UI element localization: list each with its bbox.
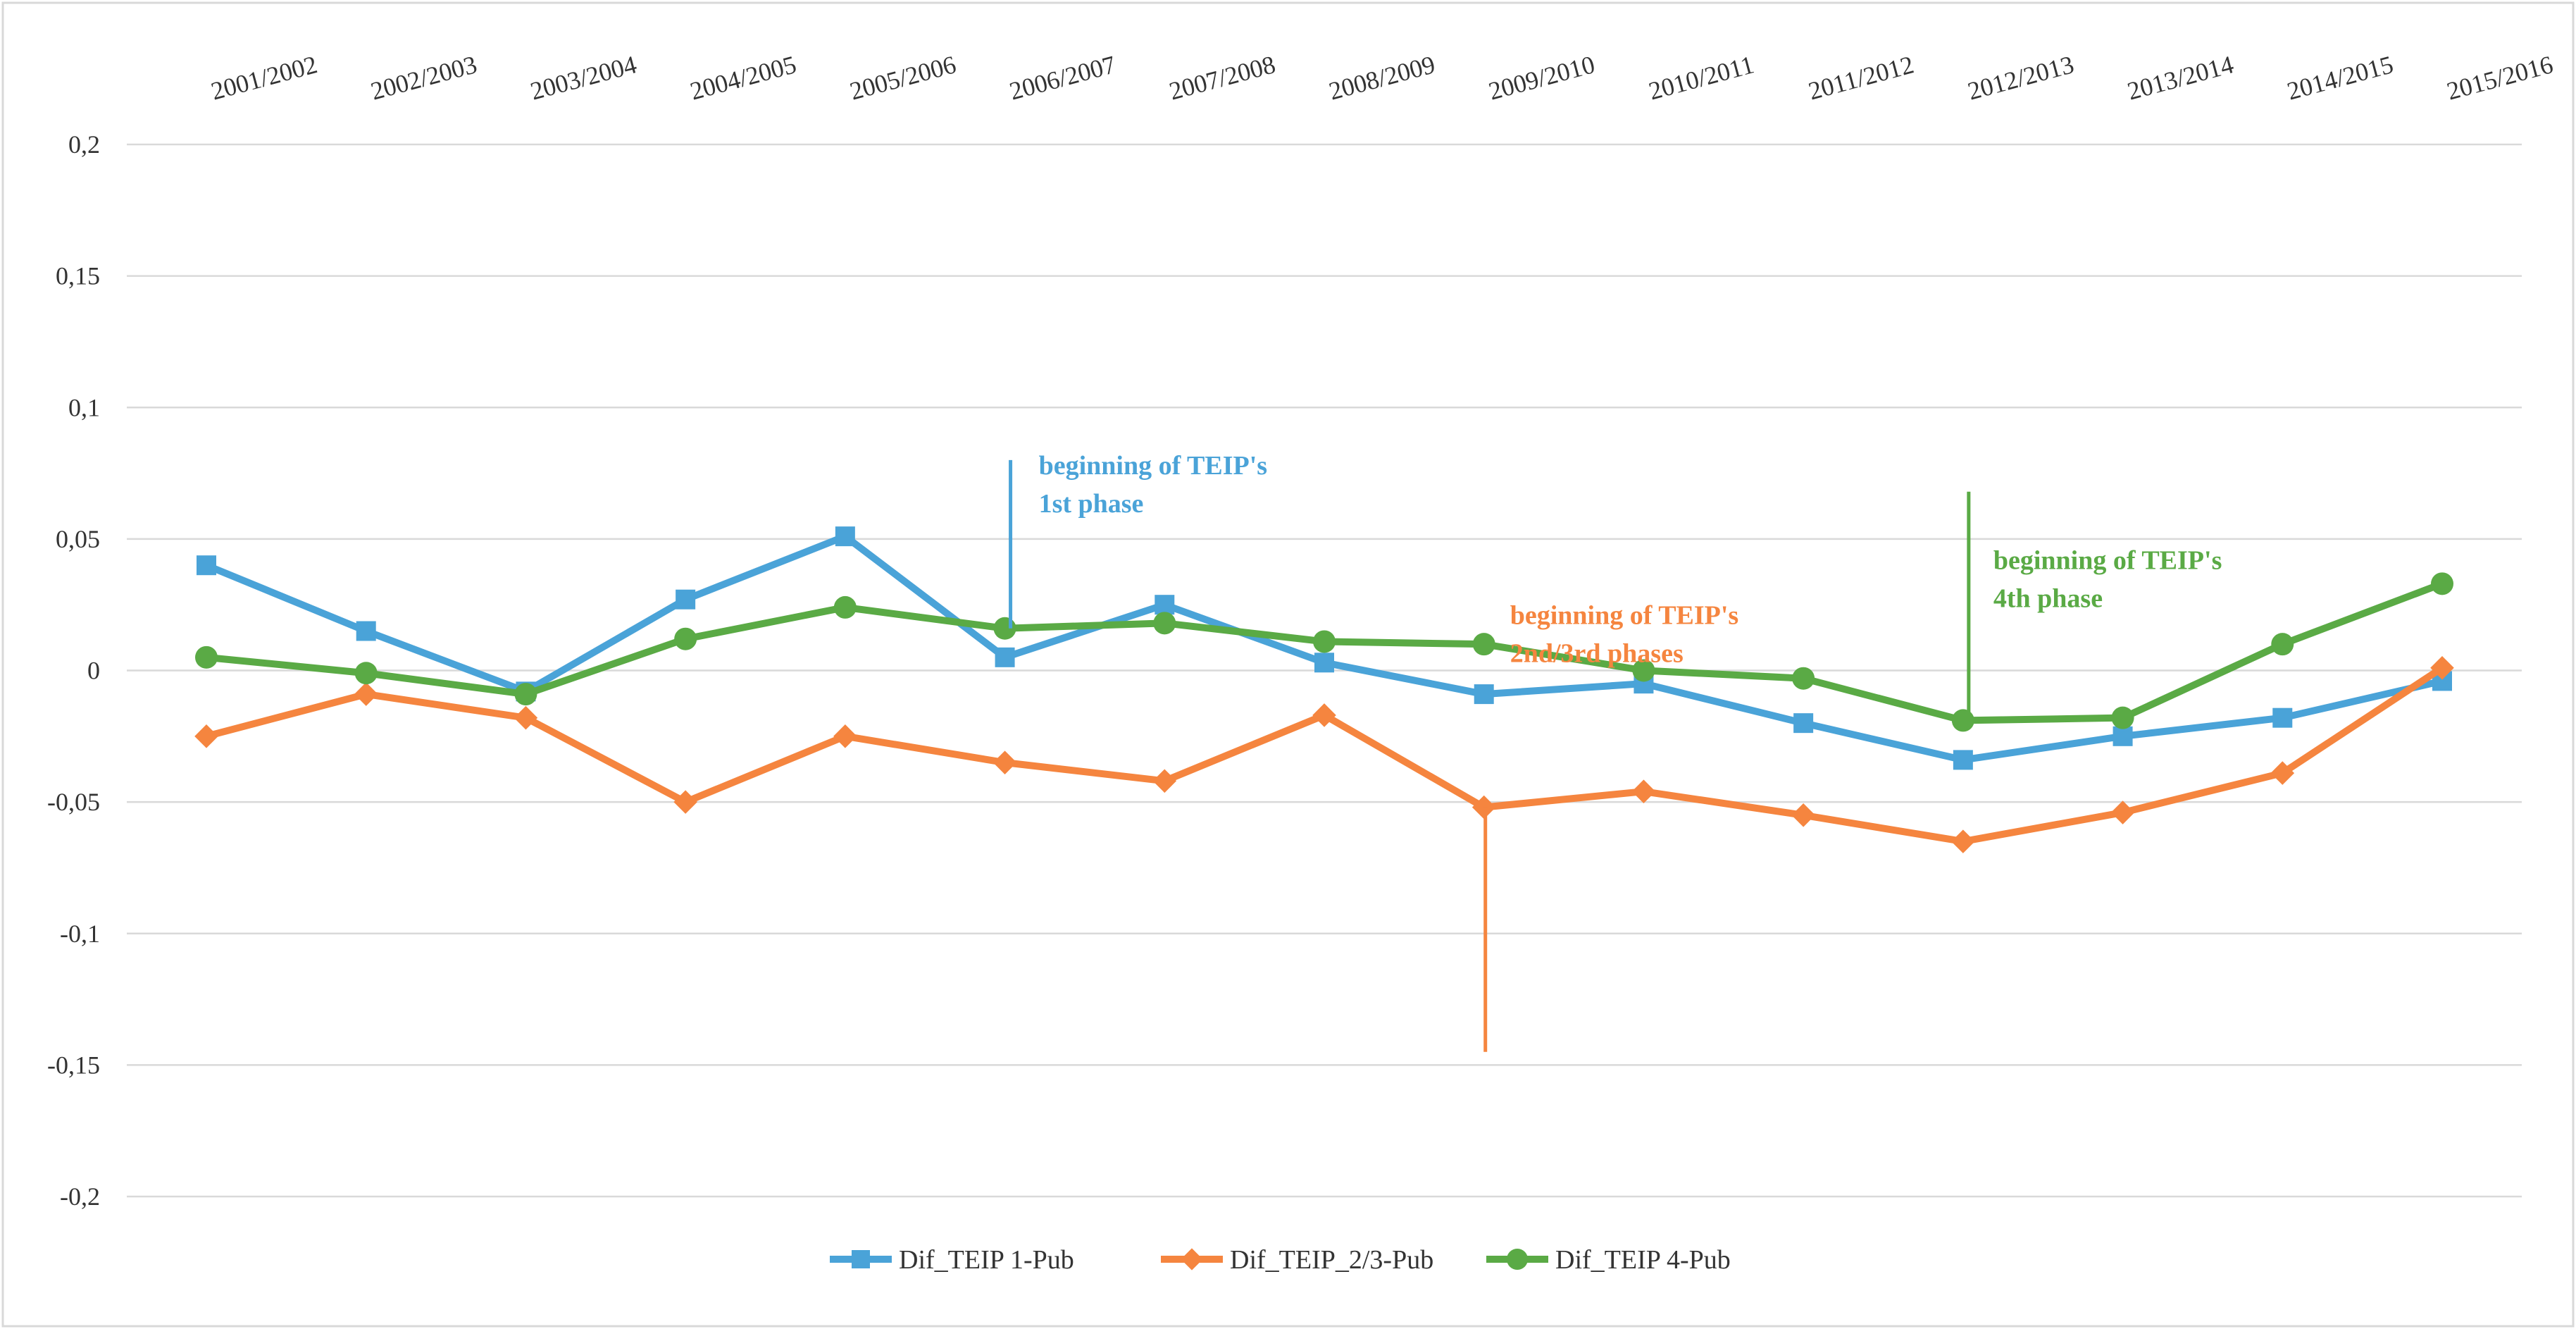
x-tick-label: 2001/2002 <box>208 50 320 105</box>
x-tick-label: 2012/2013 <box>1965 50 2077 105</box>
legend-item-dif-teip-1-pub: Dif_TEIP 1-Pub <box>830 1245 1074 1275</box>
legend-label: Dif_TEIP_2/3-Pub <box>1230 1245 1433 1275</box>
annotation-text: beginning of TEIP's <box>1510 601 1739 631</box>
data-point <box>1793 713 1814 734</box>
y-axis-ticks: 0,2 0,15 0,1 0,05 0 -0,05 -0,1 -0,15 -0,2 <box>47 130 100 1211</box>
data-point <box>993 617 1016 640</box>
data-point <box>194 724 218 748</box>
y-tick-label: 0,05 <box>56 525 100 553</box>
y-tick-label: -0,05 <box>47 788 100 816</box>
x-tick-label: 2008/2009 <box>1326 50 1438 105</box>
data-point <box>1631 779 1656 803</box>
y-tick-label: 0,1 <box>68 393 100 421</box>
data-point <box>1791 803 1815 827</box>
data-point <box>1792 667 1815 690</box>
x-tick-label: 2006/2007 <box>1007 50 1119 105</box>
series-dif-teip-2-3-pub <box>194 655 2454 853</box>
x-tick-label: 2009/2010 <box>1486 50 1598 105</box>
legend: Dif_TEIP 1-Pub Dif_TEIP_2/3-Pub Dif_TEIP 4… <box>830 1245 1731 1275</box>
x-tick-label: 2014/2015 <box>2284 50 2396 105</box>
data-point <box>1152 769 1177 793</box>
x-tick-label: 2011/2012 <box>1805 50 1917 105</box>
series-dif-teip-4-pub <box>195 572 2453 732</box>
y-tick-label: -0,2 <box>60 1182 100 1211</box>
data-point <box>2431 572 2453 595</box>
data-point <box>1632 659 1655 682</box>
legend-label: Dif_TEIP 4-Pub <box>1555 1245 1731 1275</box>
x-tick-label: 2003/2004 <box>528 50 640 105</box>
legend-item-dif-teip-4-pub: Dif_TEIP 4-Pub <box>1486 1245 1731 1275</box>
data-point <box>1474 684 1494 705</box>
x-tick-label: 2010/2011 <box>1645 50 1757 105</box>
data-point <box>1312 703 1336 727</box>
legend-swatch-marker <box>1181 1248 1203 1271</box>
series-line <box>203 664 2446 846</box>
annotation-text: beginning of TEIP's <box>1039 451 1268 481</box>
x-tick-label: 2013/2014 <box>2124 50 2236 105</box>
series-dif-teip-1-pub <box>197 526 2452 770</box>
data-point <box>1314 653 1334 673</box>
annotation-text: beginning of TEIP's <box>1993 546 2222 576</box>
data-point <box>2113 726 2133 746</box>
data-point <box>993 750 1017 774</box>
x-tick-label: 2002/2003 <box>368 50 480 105</box>
x-axis-ticks: 2001/2002 2002/2003 2003/2004 2004/2005 2005… <box>208 50 2556 105</box>
x-tick-label: 2005/2006 <box>847 50 959 105</box>
data-point <box>2270 761 2295 785</box>
annotation-3: beginning of TEIP's 4th phase <box>1967 491 2222 721</box>
data-point <box>673 790 697 814</box>
data-point <box>356 621 376 641</box>
data-point <box>995 647 1015 667</box>
data-point <box>2430 655 2454 680</box>
y-tick-label: -0,1 <box>60 920 100 948</box>
annotation-1: beginning of TEIP's 1st phase <box>1009 451 1268 629</box>
data-point <box>354 662 378 685</box>
data-point <box>197 555 216 576</box>
data-point <box>354 682 378 706</box>
legend-label: Dif_TEIP 1-Pub <box>899 1245 1074 1275</box>
annotation-2: beginning of TEIP's 2nd/3rd phases <box>1483 601 1739 1052</box>
annotation-text: 1st phase <box>1039 489 1144 519</box>
data-point <box>676 589 696 610</box>
legend-item-dif-teip-2-3-pub: Dif_TEIP_2/3-Pub <box>1161 1245 1433 1275</box>
data-point <box>195 645 218 669</box>
data-point <box>2272 707 2293 728</box>
data-point <box>1313 630 1336 653</box>
x-tick-label: 2015/2016 <box>2444 50 2556 105</box>
annotation-text: 2nd/3rd phases <box>1510 639 1684 669</box>
y-tick-label: 0,15 <box>56 262 100 290</box>
y-tick-label: -0,15 <box>47 1051 100 1079</box>
x-tick-label: 2004/2005 <box>687 50 799 105</box>
legend-swatch-marker <box>852 1250 870 1268</box>
annotation-text: 4th phase <box>1993 584 2103 614</box>
series-group <box>194 526 2454 853</box>
data-point <box>514 705 538 730</box>
data-point <box>835 526 855 547</box>
data-point <box>1153 612 1176 635</box>
legend-swatch-marker <box>1507 1249 1528 1270</box>
data-point <box>833 724 857 748</box>
data-point <box>1951 829 1975 853</box>
data-point <box>833 595 857 619</box>
data-point <box>1155 595 1175 615</box>
y-tick-label: 0,2 <box>68 130 100 159</box>
data-point <box>1472 633 1495 656</box>
data-point <box>2271 633 2294 656</box>
data-point <box>1953 750 1973 770</box>
data-point <box>2111 706 2134 729</box>
data-point <box>514 683 537 706</box>
data-point <box>2110 801 2135 824</box>
data-point <box>1951 709 1974 732</box>
y-tick-label: 0 <box>87 657 100 685</box>
data-point <box>674 627 697 650</box>
x-tick-label: 2007/2008 <box>1166 50 1278 105</box>
